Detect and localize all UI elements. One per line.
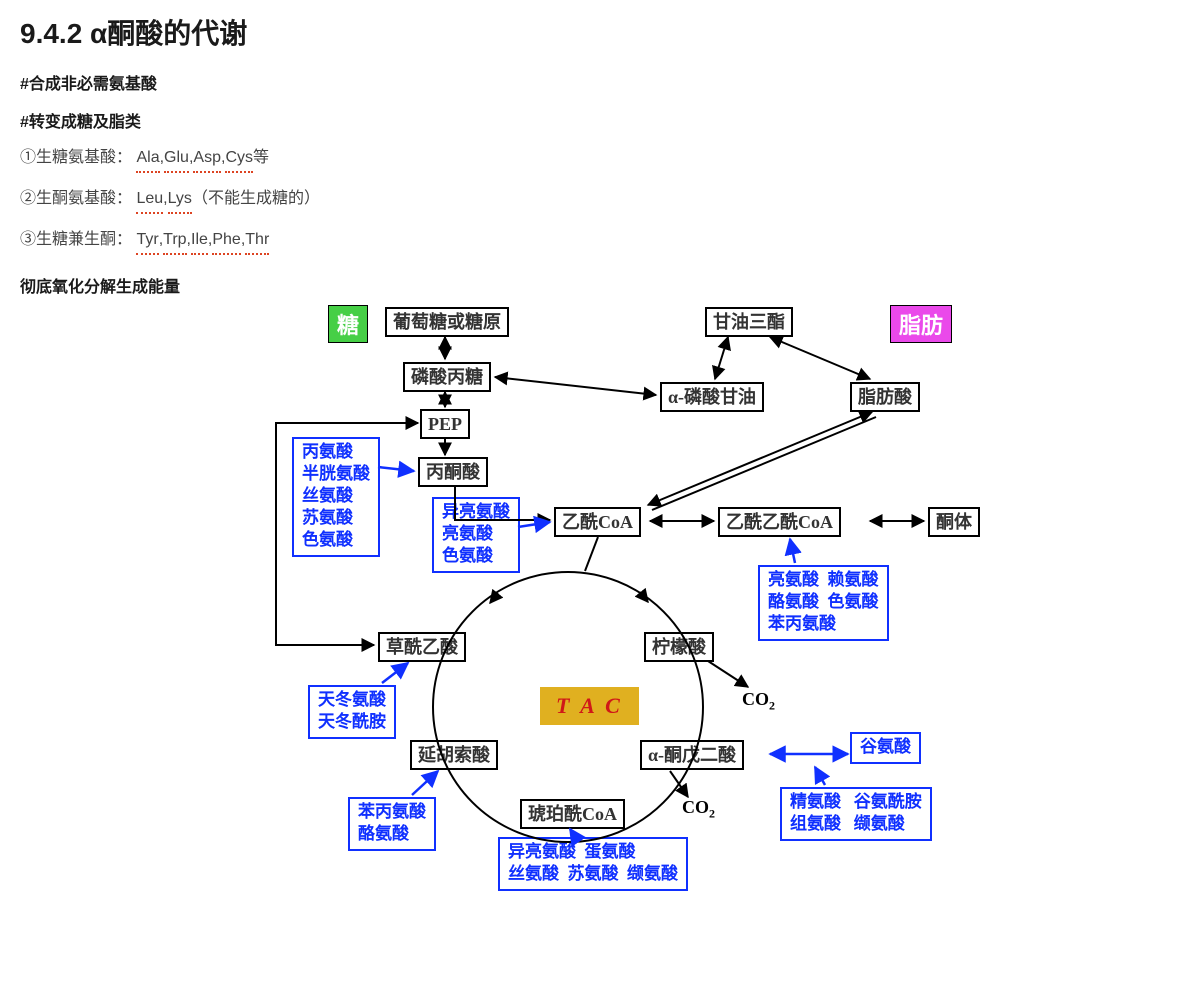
metabolic-diagram: 糖 脂肪 葡萄糖或糖原 磷酸丙糖 PEP 丙酮酸 乙酰CoA 甘油三酯 α-磷酸… [250,307,1010,927]
section-header-energy: 彻底氧化分解生成能量 [20,273,1164,297]
page-title: 9.4.2 α酮酸的代谢 [20,12,1164,52]
sub-header-2: #转变成糖及脂类 [20,108,1164,132]
co2-label-1: CO2 [742,689,775,714]
node-alpha-kg: α-酮戊二酸 [640,740,744,770]
aa-box-fumarate: 苯丙氨酸 酪氨酸 [348,797,436,851]
node-fumarate: 延胡索酸 [410,740,498,770]
amino-acid-line-1: ①生糖氨基酸： Ala,Glu,Asp,Cys等 [20,146,1164,173]
amino-acid-line-2: ②生酮氨基酸： Leu,Lys（不能生成糖的） [20,187,1164,214]
tag-fat: 脂肪 [890,305,952,343]
aa-box-succinyl: 异亮氨酸 蛋氨酸 丝氨酸 苏氨酸 缬氨酸 [498,837,688,891]
aa-box-glutamate: 谷氨酸 [850,732,921,764]
tag-sugar: 糖 [328,305,368,343]
node-pyruvate: 丙酮酸 [418,457,488,487]
node-triglyceride: 甘油三酯 [705,307,793,337]
node-succinyl-coa: 琥珀酰CoA [520,799,625,829]
node-acetoacetyl-coa: 乙酰乙酰CoA [718,507,841,537]
sub-header-1: #合成非必需氨基酸 [20,70,1164,94]
aa-box-pyruvate: 丙氨酸 半胱氨酸 丝氨酸 苏氨酸 色氨酸 [292,437,380,557]
aa-box-acetyl: 异亮氨酸 亮氨酸 色氨酸 [432,497,520,573]
node-citrate: 柠檬酸 [644,632,714,662]
aa-box-alpha-kg-group: 精氨酸 谷氨酰胺 组氨酸 缬氨酸 [780,787,932,841]
node-oxaloacetate: 草酰乙酸 [378,632,466,662]
aa-box-oxaloacetate: 天冬氨酸 天冬酰胺 [308,685,396,739]
node-triose-phosphate: 磷酸丙糖 [403,362,491,392]
node-pep: PEP [420,409,470,439]
node-glucose: 葡萄糖或糖原 [385,307,509,337]
node-acetyl-coa: 乙酰CoA [554,507,641,537]
aa-box-acetoacetyl: 亮氨酸 赖氨酸 酪氨酸 色氨酸 苯丙氨酸 [758,565,889,641]
node-ketone-body: 酮体 [928,507,980,537]
node-fatty-acid: 脂肪酸 [850,382,920,412]
tac-label: T A C [540,687,639,725]
amino-acid-line-3: ③生糖兼生酮： Tyr,Trp,Ile,Phe,Thr [20,228,1164,255]
node-glycerol-phosphate: α-磷酸甘油 [660,382,764,412]
co2-label-2: CO2 [682,797,715,822]
